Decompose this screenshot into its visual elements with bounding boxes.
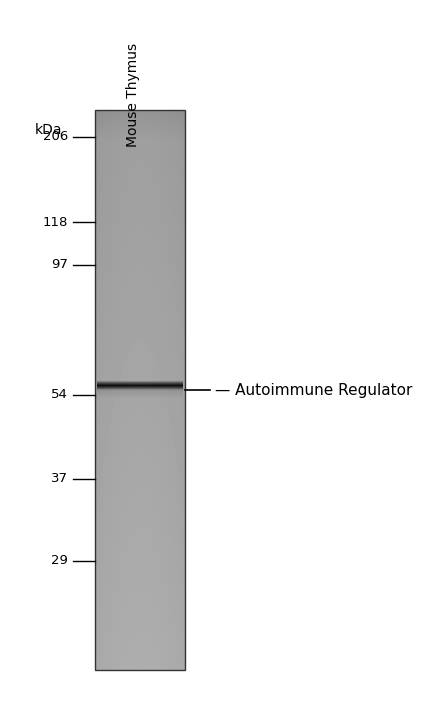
Text: 206: 206 [43,130,68,144]
Text: 54: 54 [51,389,68,401]
Text: 37: 37 [51,472,68,486]
Text: 97: 97 [51,258,68,272]
Text: Mouse Thymus: Mouse Thymus [126,43,140,147]
Bar [95,110,185,670]
Text: 29: 29 [51,555,68,567]
Text: — Autoimmune Regulator: — Autoimmune Regulator [215,382,412,398]
Text: kDa: kDa [35,123,63,137]
Text: 118: 118 [43,215,68,229]
